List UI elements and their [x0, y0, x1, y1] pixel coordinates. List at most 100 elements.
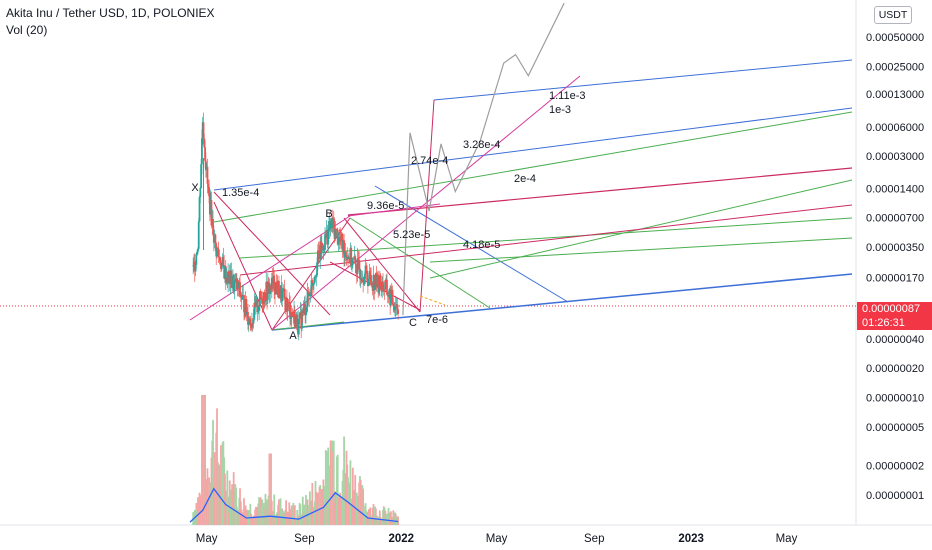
target-label: 3.28e-4	[463, 139, 500, 151]
candle-body	[216, 247, 219, 251]
candle-body	[267, 282, 270, 283]
volume-bar	[303, 504, 306, 525]
volume-bar	[301, 496, 304, 525]
candle-body	[310, 280, 313, 295]
volume-bar	[311, 482, 314, 525]
price-scale-label: 0.00003000	[866, 151, 924, 163]
fork-green-3	[429, 237, 853, 263]
candle-body	[394, 306, 396, 311]
candle-body	[208, 186, 210, 193]
current-price-tag: 0.00000087 01:26:31	[857, 302, 932, 330]
price-scale-label: 0.00001400	[866, 183, 924, 195]
volume-bar	[270, 501, 273, 525]
volume-bar	[367, 509, 370, 525]
volume-bar	[374, 508, 377, 525]
volume-bar	[220, 445, 222, 525]
candle-body	[316, 250, 319, 263]
candle-body	[251, 323, 253, 328]
magenta-upper	[271, 75, 581, 331]
volume-bar	[235, 487, 237, 525]
candle-body	[252, 319, 255, 324]
candle-body	[374, 285, 376, 290]
price-scale-label: 0.00000020	[866, 363, 924, 375]
candle-body	[350, 247, 353, 266]
fork-red-median	[347, 167, 853, 216]
candle-body	[317, 250, 320, 253]
candle-body	[253, 302, 256, 320]
volume-bar	[359, 479, 362, 525]
candle-body	[227, 271, 230, 284]
candle-body	[247, 312, 249, 325]
fork-blue-top	[433, 59, 853, 101]
volume-histogram	[189, 395, 399, 525]
candle-body	[355, 263, 357, 274]
candle-body	[288, 302, 291, 304]
candle-body	[245, 299, 248, 315]
candle-body	[344, 251, 347, 255]
candle-body	[198, 197, 201, 222]
candle-body	[384, 282, 387, 290]
drawing-tools	[189, 59, 853, 331]
candle-body	[264, 300, 267, 302]
price-scale-label: 0.00025000	[866, 61, 924, 73]
time-axis-label: Sep	[294, 533, 314, 545]
price-scale-label: 0.00000005	[866, 422, 924, 434]
candle-body	[386, 279, 388, 295]
volume-bar	[352, 490, 355, 525]
target-label: 9.36e-5	[367, 200, 404, 212]
price-scale-label: 0.00050000	[866, 32, 924, 44]
candle-body	[233, 281, 236, 292]
candle-body	[202, 122, 205, 139]
volume-bar	[328, 465, 330, 525]
currency-badge[interactable]: USDT	[874, 6, 912, 24]
candle-body	[222, 257, 225, 266]
candle-body	[294, 317, 297, 328]
candle-body	[255, 301, 257, 307]
candle-body	[234, 280, 237, 282]
candle-body	[220, 262, 223, 269]
candle-body	[257, 310, 260, 313]
volume-bar	[354, 475, 357, 525]
candle-body	[270, 277, 273, 290]
candle-body	[216, 247, 218, 257]
volume-bar	[204, 395, 206, 525]
price-scale-label: 0.00000002	[866, 461, 924, 473]
candle-body	[321, 243, 324, 246]
candle-body	[392, 303, 395, 307]
volume-indicator-label[interactable]: Vol (20)	[6, 23, 48, 37]
candle-body	[258, 291, 261, 307]
target-label: 1e-3	[549, 104, 571, 116]
candle-body	[249, 318, 252, 325]
candle-body	[323, 249, 326, 251]
candle-body	[230, 270, 233, 288]
fork-green-2	[239, 217, 853, 259]
target-label: 7e-6	[426, 314, 448, 326]
candle-body	[369, 271, 372, 276]
candle-body	[282, 290, 284, 292]
candle-body	[289, 303, 291, 319]
symbol-title[interactable]: Akita Inu / Tether USD, 1D, POLONIEX	[6, 6, 215, 20]
candle-body	[338, 236, 341, 243]
candle-body	[357, 258, 360, 260]
candle-body	[302, 307, 305, 314]
candle-body	[352, 258, 355, 260]
price-scale-label: 0.00013000	[866, 89, 924, 101]
candle-body	[304, 303, 307, 316]
fork-red-b-to-c	[343, 217, 421, 313]
fork-red-2	[239, 204, 853, 276]
volume-bar	[320, 488, 322, 525]
candle-body	[337, 242, 340, 245]
candle-body	[373, 274, 376, 290]
candle-body	[298, 313, 301, 319]
time-axis-label: May	[196, 533, 218, 545]
candle-body	[365, 265, 368, 271]
candle-body	[296, 314, 299, 330]
candle-body	[354, 256, 357, 264]
candle-body	[263, 292, 266, 302]
candle-body	[281, 291, 284, 302]
volume-bar	[324, 450, 327, 525]
time-axis-label: May	[486, 533, 508, 545]
fork-green-1	[213, 111, 853, 223]
